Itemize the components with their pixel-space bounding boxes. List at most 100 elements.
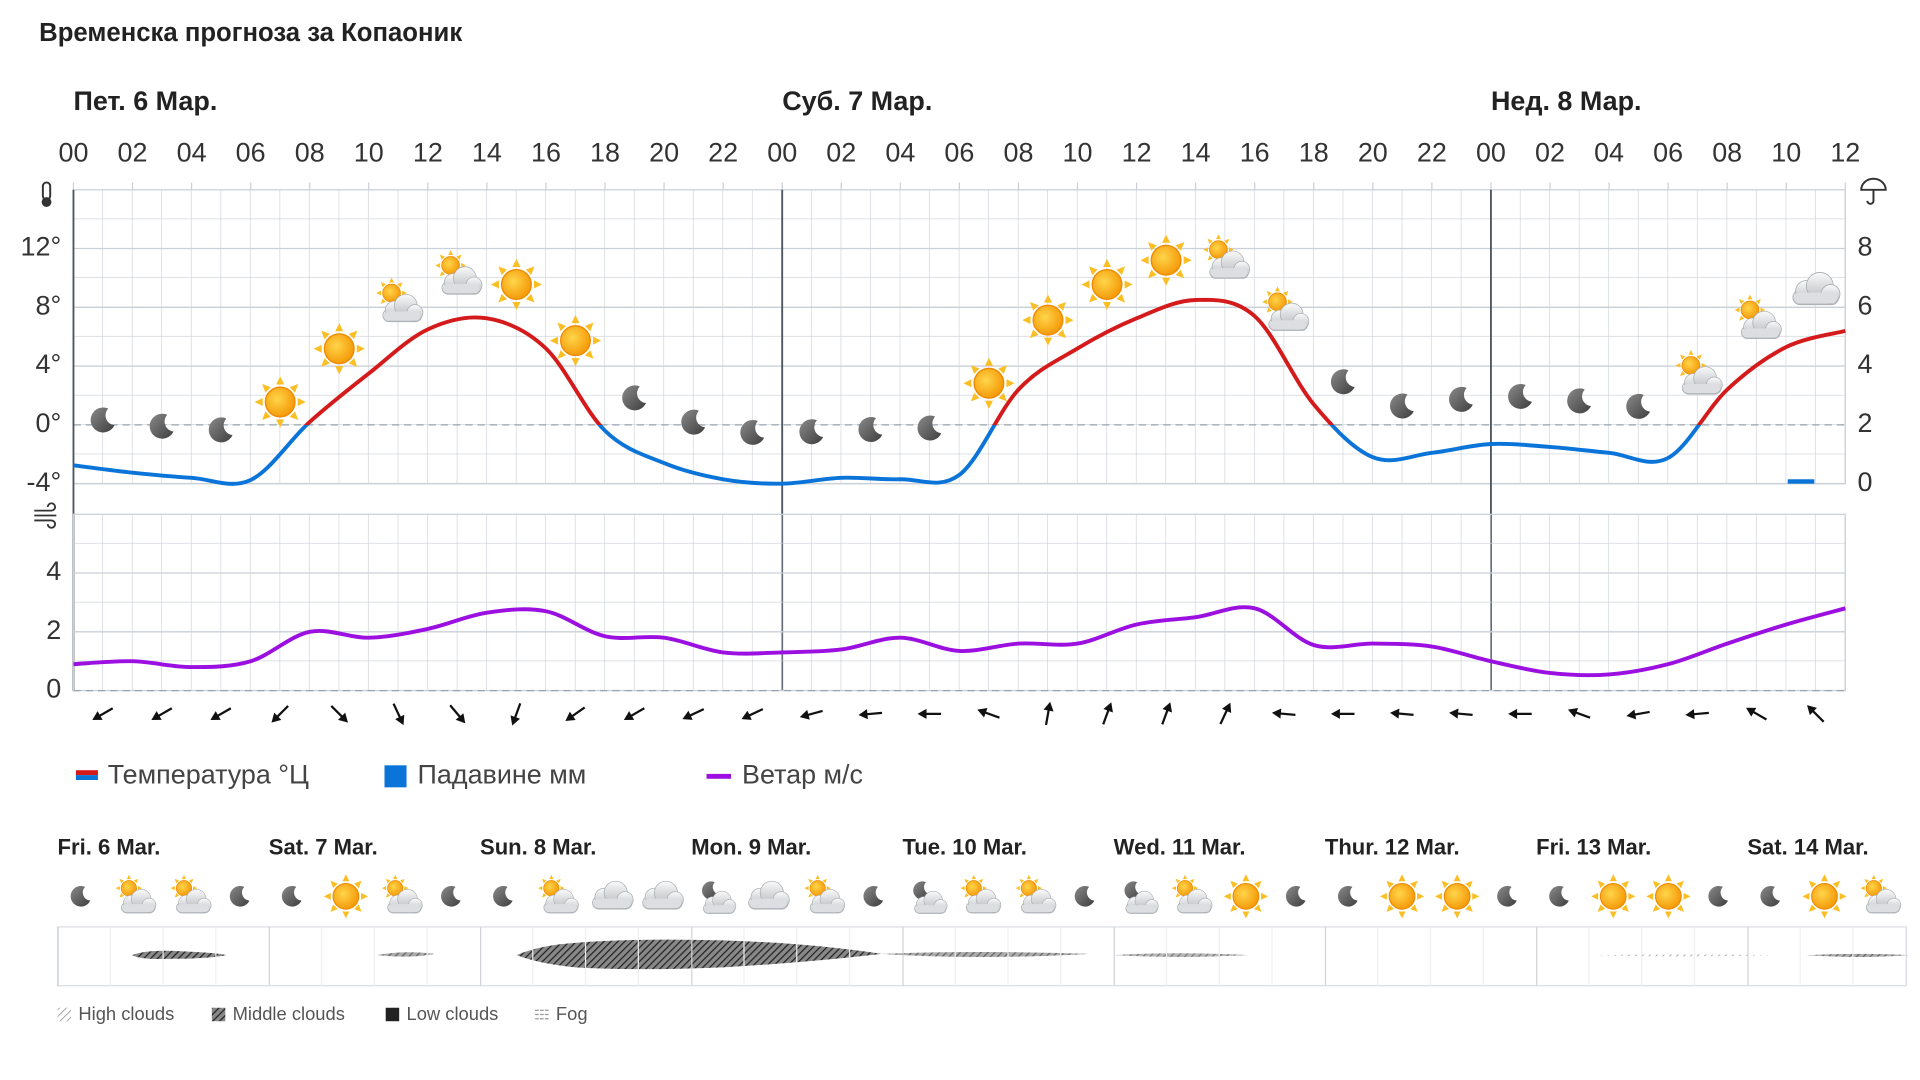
x-tick-label: 08 [295,137,325,167]
y-tick-label: 8° [35,290,61,320]
outlook-icon [1549,886,1569,907]
outlook-icon [1590,873,1636,920]
x-tick-label: 16 [1240,137,1270,167]
x-tick-label: 08 [1003,137,1033,167]
outlook-icon [493,886,513,907]
outlook-icon [323,873,369,920]
legend-label: Падавине мм [418,759,587,789]
outlook-icon [642,880,684,910]
x-tick-label: 06 [236,137,266,167]
outlook-day: Fri. 13 Mar. [1536,834,1651,859]
x-tick-label: 06 [1653,137,1683,167]
wind-arrow [974,703,1003,724]
wind-arrow [1388,706,1416,722]
wind-arrow [88,702,117,726]
outlook-icon [591,880,634,910]
outlook-icon [961,875,1001,913]
outlook-icon [441,886,461,907]
outlook-icon [1645,873,1692,920]
outlook-day: Thur. 12 Mar. [1325,834,1460,859]
wind-arrow [387,700,410,729]
wind-arrow [1097,699,1118,728]
cloud-shape [377,952,435,957]
outlook-icon [1760,886,1781,907]
cloud-band [132,939,1908,970]
x-tick-label: 10 [354,137,384,167]
wind-arrow [916,707,943,721]
weather-icon [490,258,543,311]
outlook-icon [70,886,91,907]
legend-swatch [75,770,98,776]
umbrella-icon [1860,177,1887,205]
outlook-icon [382,875,422,913]
x-tick-label: 20 [649,137,679,167]
legend-swatch [384,765,407,788]
wind-arrow [1156,699,1177,728]
x-tick-label: 22 [708,137,738,167]
x-tick-label: 04 [885,137,915,167]
x-tick-label: 00 [58,137,88,167]
outlook-icon [1801,873,1848,920]
outlook-day: Fri. 6 Mar. [58,834,161,859]
outlook-icon [1124,881,1158,913]
y2-tick-label: 6 [1858,290,1873,320]
weather-icon [253,375,307,429]
wind-arrow [1039,699,1057,727]
x-tick-label: 04 [1594,137,1624,167]
wind-arrow [326,701,353,728]
y2-tick-label: 8 [1858,232,1873,262]
outlook-icon [1708,886,1728,907]
y2-tick-label: 2 [1858,408,1873,438]
y-tick-label: 4° [35,349,61,379]
outlook-icon [863,886,884,907]
outlook-day: Mon. 9 Mar. [691,834,811,859]
cloud-shape [1591,954,1776,957]
wind-arrow [1329,707,1356,721]
plot-area [72,189,1846,485]
precip-bar [1787,479,1815,484]
outlook-day: Wed. 11 Mar. [1114,834,1246,859]
wind-arrow [738,703,767,725]
outlook-icon [1074,886,1095,907]
weather-icon [1080,258,1134,311]
x-tick-label: 16 [531,137,561,167]
legend-label: Ветар м/с [742,759,863,789]
wind-arrow [561,702,589,727]
outlook-icon [229,886,250,907]
legend-swatch [75,775,98,780]
wind-arrow [1270,706,1297,722]
cloud-legend-label: Fog [556,1003,588,1024]
outlook-day: Sat. 7 Mar. [269,834,378,859]
weather-icon [1021,293,1075,347]
y-tick-label: 0 [46,674,61,704]
outlook-icon [1223,873,1269,920]
wind-arrow [1447,706,1475,722]
wind-arrow [206,702,235,726]
x-tick-label: 18 [590,137,620,167]
wind-arrow [679,703,708,725]
outlook-icon [281,886,302,907]
legend-swatch [706,773,732,779]
wind-arrow [1565,703,1593,724]
x-tick-label: 10 [1771,137,1801,167]
outlook-icon [171,875,211,913]
wind-arrow [1683,706,1711,722]
outlook-icon [913,881,947,913]
page-title: Временска прогноза за Копаоник [39,19,462,47]
cloud-shape [132,950,227,960]
cloud-shape [881,952,1090,957]
series-line [73,605,1846,678]
legend-label: Температура °Ц [108,759,309,789]
day-label: Нед. 8 Мар. [1491,86,1642,116]
weather-icon [549,314,602,367]
x-tick-label: 18 [1299,137,1329,167]
cloud-legend-swatch [57,1007,72,1022]
wind-icon [34,502,57,529]
outlook-icon [1434,873,1480,920]
x-tick-label: 08 [1712,137,1742,167]
y-tick-label: -4° [27,467,62,497]
thermometer-icon [41,181,52,207]
x-tick-label: 12 [413,137,443,167]
